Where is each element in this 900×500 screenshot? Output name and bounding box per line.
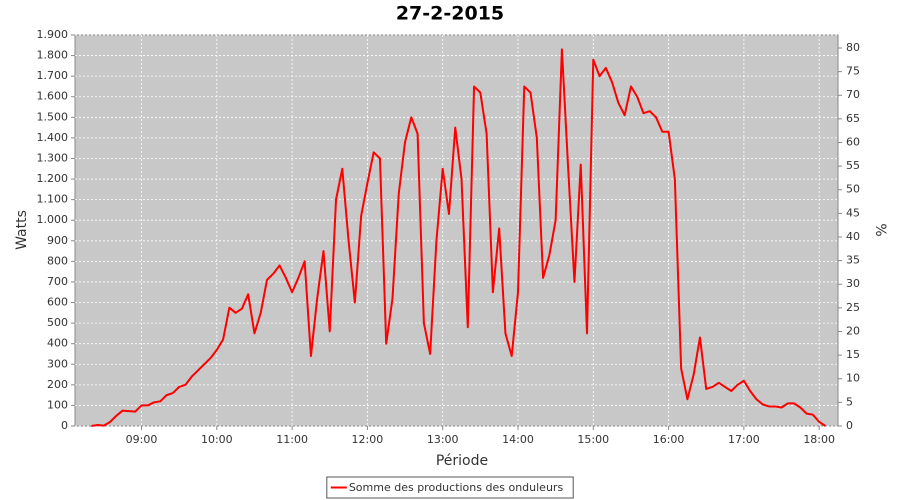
y2-tick-label: 75 bbox=[846, 65, 860, 78]
y2-tick-label: 55 bbox=[846, 159, 860, 172]
y-tick-label: 1.800 bbox=[37, 49, 69, 62]
legend-label: Somme des productions des onduleurs bbox=[349, 481, 564, 494]
x-tick-label: 11:00 bbox=[276, 433, 308, 446]
x-tick-label: 18:00 bbox=[803, 433, 835, 446]
y-tick-label: 400 bbox=[47, 337, 68, 350]
x-tick-label: 14:00 bbox=[502, 433, 534, 446]
y-tick-label: 1.700 bbox=[37, 69, 69, 82]
y-tick-label: 1.200 bbox=[37, 172, 69, 185]
y-tick-label: 700 bbox=[47, 275, 68, 288]
y-tick-label: 600 bbox=[47, 296, 68, 309]
x-axis-label: Période bbox=[436, 453, 488, 469]
y2-tick-label: 35 bbox=[846, 254, 860, 267]
y-tick-label: 100 bbox=[47, 398, 68, 411]
y-tick-label: 300 bbox=[47, 357, 68, 370]
y2-tick-label: 25 bbox=[846, 301, 860, 314]
y-tick-label: 500 bbox=[47, 316, 68, 329]
legend-box bbox=[326, 476, 574, 499]
x-tick-label: 16:00 bbox=[653, 433, 685, 446]
y2-tick-label: 0 bbox=[846, 419, 853, 432]
y2-tick-label: 60 bbox=[846, 135, 860, 148]
y2-tick-label: 80 bbox=[846, 41, 860, 54]
x-tick-label: 10:00 bbox=[201, 433, 233, 446]
y-tick-label: 900 bbox=[47, 234, 68, 247]
y-tick-label: 0 bbox=[61, 419, 68, 432]
y2-tick-label: 20 bbox=[846, 324, 860, 337]
y2-tick-label: 45 bbox=[846, 206, 860, 219]
y2-tick-label: 5 bbox=[846, 395, 853, 408]
y2-tick-label: 65 bbox=[846, 112, 860, 125]
y2-tick-label: 50 bbox=[846, 183, 860, 196]
y-tick-label: 1.900 bbox=[37, 28, 69, 41]
x-tick-label: 17:00 bbox=[728, 433, 760, 446]
y-tick-label: 1.300 bbox=[37, 151, 69, 164]
y2-axis-label: % bbox=[872, 223, 888, 236]
y2-tick-label: 30 bbox=[846, 277, 860, 290]
y2-tick-label: 15 bbox=[846, 348, 860, 361]
y-tick-label: 1.400 bbox=[37, 131, 69, 144]
y2-tick-label: 70 bbox=[846, 88, 860, 101]
x-tick-label: 12:00 bbox=[352, 433, 384, 446]
y-tick-label: 1.500 bbox=[37, 110, 69, 123]
y-tick-label: 1.000 bbox=[37, 213, 69, 226]
y-tick-label: 1.100 bbox=[37, 193, 69, 206]
x-tick-label: 13:00 bbox=[427, 433, 459, 446]
y2-tick-label: 40 bbox=[846, 230, 860, 243]
y2-tick-label: 10 bbox=[846, 372, 860, 385]
y-tick-label: 800 bbox=[47, 254, 68, 267]
series-line bbox=[91, 48, 826, 427]
legend: Somme des productions des onduleurs bbox=[326, 476, 574, 499]
chart-title: 27-2-2015 bbox=[396, 3, 504, 25]
y-tick-label: 1.600 bbox=[37, 90, 69, 103]
plot-area bbox=[74, 34, 839, 427]
x-tick-label: 15:00 bbox=[577, 433, 609, 446]
y-tick-label: 200 bbox=[47, 378, 68, 391]
y-axis-label: Watts bbox=[14, 210, 30, 250]
x-tick-label: 09:00 bbox=[126, 433, 158, 446]
